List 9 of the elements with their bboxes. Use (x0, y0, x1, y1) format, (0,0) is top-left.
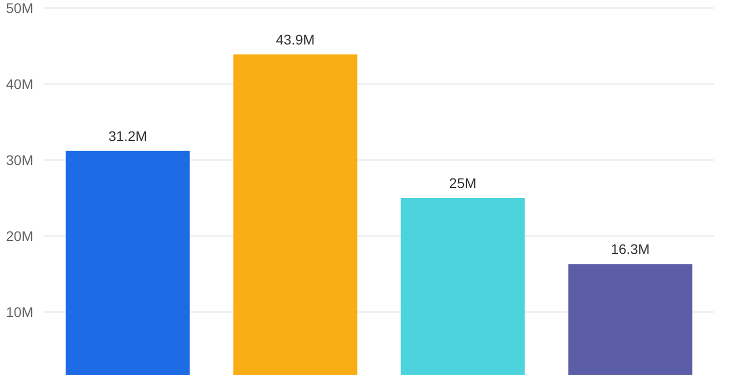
y-tick-label: 50M (6, 0, 34, 16)
y-tick-label: 10M (6, 304, 34, 320)
data-label: 31.2M (108, 128, 148, 144)
data-label: 16.3M (610, 241, 650, 258)
y-tick-label: 30M (6, 152, 34, 168)
data-label: 25M (449, 175, 476, 191)
data-label: 43.9M (276, 31, 315, 48)
y-tick-label: 40M (6, 76, 34, 92)
y-tick-label: 20M (6, 228, 34, 244)
